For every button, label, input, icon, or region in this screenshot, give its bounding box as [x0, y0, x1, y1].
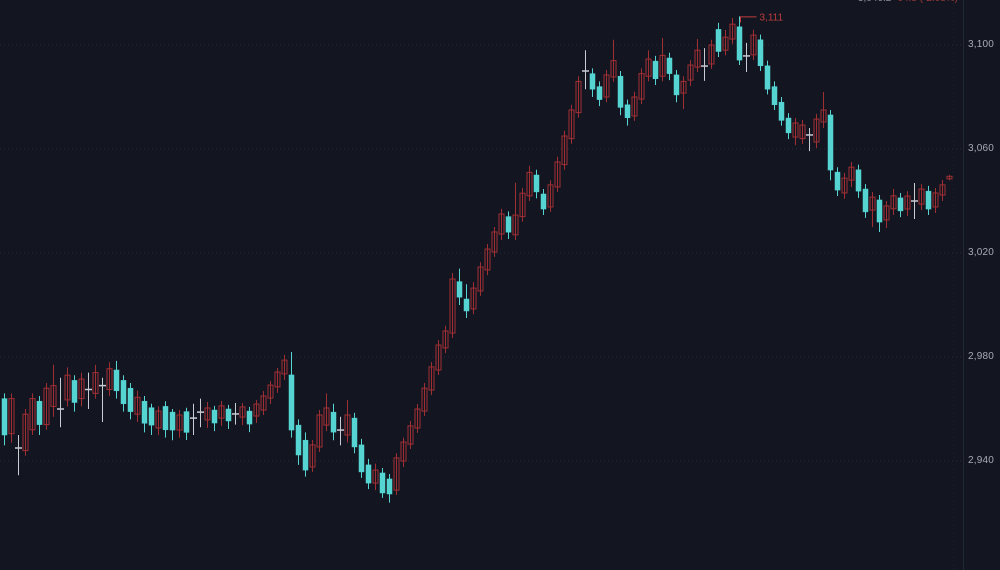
price-axis[interactable]: 3,100 3,060 3,020 2,980 2,940	[963, 0, 1000, 570]
price-axis-label: 3,100	[968, 39, 995, 50]
high-callout-line	[740, 16, 757, 23]
gridlines	[0, 0, 963, 570]
high-price-label: 3,111	[760, 12, 784, 23]
price-axis-label: 3,020	[968, 247, 995, 258]
ohlc-readout: 3,046.2 -64.8 (-2.08%)	[858, 0, 958, 4]
candles-layer	[1, 16, 953, 503]
price-axis-label: 3,060	[968, 143, 995, 154]
readout-change: -64.8 (-2.08%)	[894, 0, 958, 4]
readout-value: 3,046.2	[858, 0, 891, 4]
high-callout: 3,111	[740, 12, 784, 23]
price-axis-label: 2,940	[968, 455, 995, 466]
price-axis-label: 2,980	[968, 351, 995, 362]
